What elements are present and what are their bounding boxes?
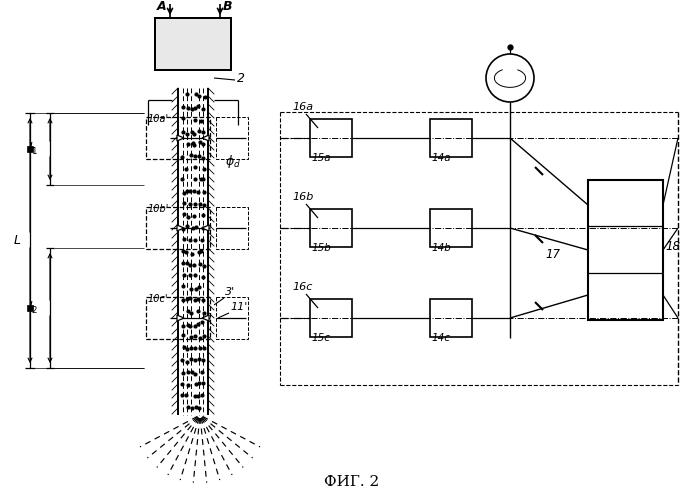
Text: 14a: 14a: [432, 153, 452, 163]
Bar: [430, 209, 472, 247]
Bar: [27, 305, 33, 311]
Polygon shape: [177, 135, 184, 141]
Bar: [155, 18, 231, 70]
Text: 13: 13: [516, 71, 531, 84]
Text: $\phi_d$: $\phi_d$: [225, 153, 241, 170]
Text: 15c: 15c: [311, 333, 330, 343]
Text: ФИГ. 2: ФИГ. 2: [324, 475, 380, 489]
Polygon shape: [202, 225, 209, 231]
Polygon shape: [202, 315, 209, 321]
Text: 14c: 14c: [432, 333, 451, 343]
Bar: [146, 207, 210, 249]
Bar: [27, 146, 33, 152]
Circle shape: [486, 54, 534, 102]
Text: 16c: 16c: [292, 282, 312, 292]
Bar: [310, 119, 352, 157]
Bar: [310, 299, 352, 337]
Text: 10b': 10b': [148, 204, 169, 214]
Text: L: L: [14, 234, 21, 247]
Polygon shape: [177, 315, 184, 321]
Bar: [216, 207, 248, 249]
Text: 17: 17: [545, 248, 560, 261]
Text: 2: 2: [237, 72, 245, 85]
Text: B: B: [223, 0, 233, 13]
Bar: [430, 119, 472, 157]
Text: 10a': 10a': [148, 114, 169, 124]
Text: 11': 11': [230, 302, 247, 312]
Text: A: A: [157, 0, 166, 13]
Text: 15a: 15a: [311, 153, 331, 163]
Text: 14b: 14b: [432, 243, 452, 253]
Bar: [430, 299, 472, 337]
Bar: [588, 180, 663, 320]
Text: 18: 18: [665, 240, 680, 253]
Text: $l_2$: $l_2$: [28, 300, 38, 316]
Text: 15b: 15b: [311, 243, 331, 253]
Text: 10c': 10c': [148, 294, 168, 304]
Bar: [216, 297, 248, 339]
Bar: [310, 209, 352, 247]
Bar: [216, 117, 248, 159]
Bar: [146, 117, 210, 159]
Text: 3': 3': [225, 287, 235, 297]
Text: 16a: 16a: [292, 102, 313, 112]
Text: 16b: 16b: [292, 192, 313, 202]
Bar: [155, 18, 231, 70]
Bar: [146, 297, 210, 339]
Polygon shape: [177, 225, 184, 231]
Polygon shape: [202, 135, 209, 141]
Text: $l_1$: $l_1$: [28, 141, 38, 157]
